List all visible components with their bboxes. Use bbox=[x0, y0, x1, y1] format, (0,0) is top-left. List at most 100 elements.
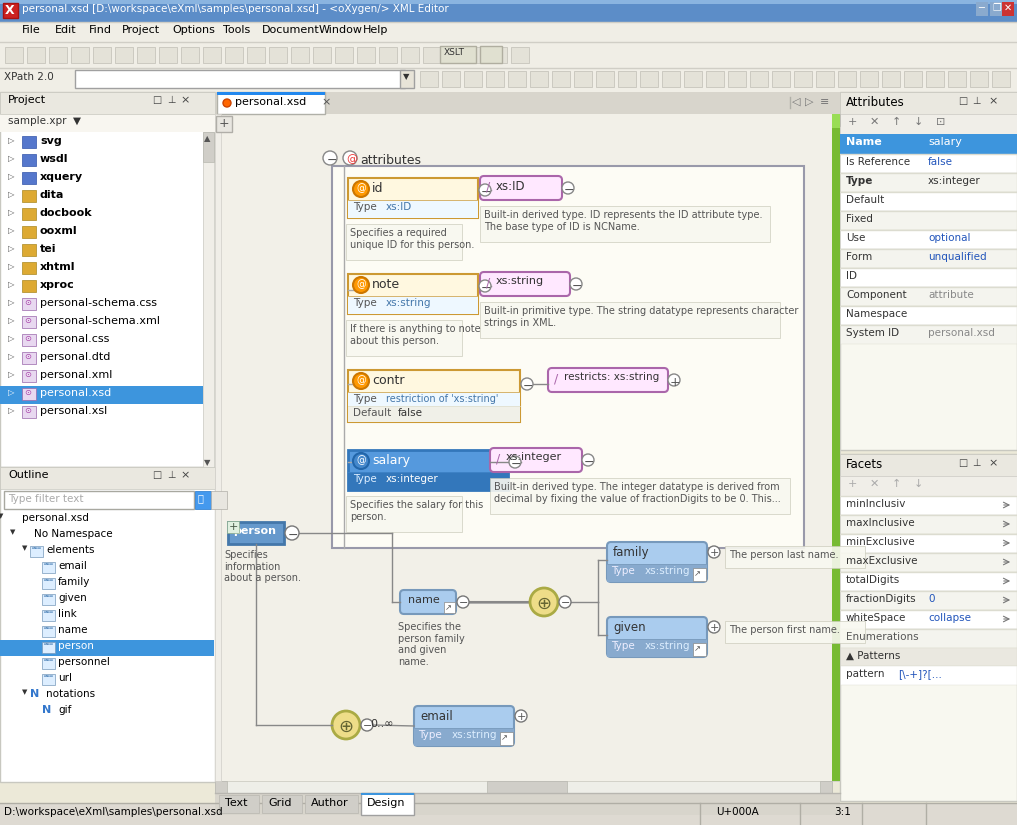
Bar bbox=[42, 610, 55, 621]
Bar bbox=[137, 47, 155, 63]
Text: D:\workspace\eXml\samples\personal.xsd: D:\workspace\eXml\samples\personal.xsd bbox=[4, 807, 223, 817]
Text: Type filter text: Type filter text bbox=[8, 494, 83, 504]
Bar bbox=[22, 172, 36, 184]
Text: Document: Document bbox=[261, 25, 319, 35]
Bar bbox=[706, 71, 724, 87]
Text: Help: Help bbox=[363, 25, 388, 35]
Bar bbox=[530, 71, 548, 87]
Text: Specifies a required
unique ID for this person.: Specifies a required unique ID for this … bbox=[350, 228, 474, 250]
FancyBboxPatch shape bbox=[480, 272, 570, 296]
Text: personnel: personnel bbox=[58, 657, 110, 667]
Bar bbox=[332, 166, 804, 548]
Text: ═══: ═══ bbox=[43, 658, 53, 663]
Text: ═══: ═══ bbox=[43, 562, 53, 567]
Text: +: + bbox=[710, 623, 719, 633]
Text: family: family bbox=[58, 577, 91, 587]
Text: The person last name.: The person last name. bbox=[729, 550, 838, 560]
Bar bbox=[0, 640, 214, 656]
Text: Type: Type bbox=[353, 298, 376, 308]
Circle shape bbox=[668, 374, 680, 386]
Text: ▷: ▷ bbox=[8, 334, 14, 343]
Text: Use: Use bbox=[846, 233, 865, 243]
Bar bbox=[357, 47, 375, 63]
Bar bbox=[348, 472, 508, 490]
Bar bbox=[227, 521, 239, 533]
Bar bbox=[423, 47, 441, 63]
Text: ooxml: ooxml bbox=[40, 226, 77, 236]
Text: @: @ bbox=[356, 279, 366, 289]
Text: Built-in primitive type. The string datatype represents character
strings in XML: Built-in primitive type. The string data… bbox=[484, 306, 798, 328]
Bar bbox=[976, 2, 988, 16]
Bar bbox=[159, 47, 177, 63]
Bar bbox=[379, 47, 397, 63]
Bar bbox=[0, 22, 1017, 42]
Text: +: + bbox=[848, 479, 857, 489]
Text: xhtml: xhtml bbox=[40, 262, 75, 272]
Text: xproc: xproc bbox=[40, 280, 75, 290]
Bar bbox=[840, 114, 1017, 134]
Bar bbox=[444, 602, 455, 613]
Bar bbox=[22, 136, 36, 148]
Bar bbox=[840, 496, 1017, 515]
Text: sample.xpr  ▼: sample.xpr ▼ bbox=[8, 116, 81, 126]
Text: +: + bbox=[517, 712, 527, 722]
Bar bbox=[882, 71, 900, 87]
Bar bbox=[400, 70, 414, 88]
Bar bbox=[42, 674, 55, 685]
Bar bbox=[840, 591, 1017, 610]
Text: ▼: ▼ bbox=[204, 458, 211, 467]
Bar bbox=[22, 406, 36, 418]
Text: personal.css: personal.css bbox=[40, 334, 110, 344]
Bar bbox=[840, 173, 1017, 192]
Bar bbox=[0, 467, 215, 782]
Text: ═══: ═══ bbox=[43, 674, 53, 679]
Bar bbox=[467, 47, 485, 63]
Text: personal.xsd: personal.xsd bbox=[40, 388, 111, 398]
Text: N: N bbox=[42, 705, 51, 715]
Bar bbox=[215, 114, 221, 781]
Bar bbox=[42, 594, 55, 605]
Circle shape bbox=[457, 596, 469, 608]
Circle shape bbox=[530, 588, 558, 616]
Text: Edit: Edit bbox=[55, 25, 77, 35]
Text: Design: Design bbox=[367, 798, 406, 808]
Bar bbox=[511, 47, 529, 63]
Text: svg: svg bbox=[40, 136, 62, 146]
Bar bbox=[832, 114, 840, 126]
Text: U+000A: U+000A bbox=[716, 807, 759, 817]
Bar bbox=[361, 793, 414, 795]
Text: □: □ bbox=[958, 458, 967, 468]
Text: /: / bbox=[496, 452, 500, 465]
Bar bbox=[840, 553, 1017, 572]
Bar bbox=[816, 71, 834, 87]
Bar bbox=[346, 320, 462, 356]
Text: maxExclusive: maxExclusive bbox=[846, 556, 917, 566]
Text: −: − bbox=[572, 280, 583, 293]
Bar bbox=[203, 132, 214, 162]
Text: ▷: ▷ bbox=[805, 97, 814, 107]
Bar bbox=[0, 68, 1017, 92]
Text: ⊥: ⊥ bbox=[167, 470, 176, 480]
Text: personal.xsd: personal.xsd bbox=[928, 328, 995, 338]
Text: email: email bbox=[420, 710, 453, 723]
Text: Namespace: Namespace bbox=[846, 309, 907, 319]
Text: attribute: attribute bbox=[928, 290, 973, 300]
Text: xs:ID: xs:ID bbox=[386, 202, 412, 212]
Bar bbox=[42, 658, 55, 669]
Bar bbox=[725, 621, 865, 643]
Text: Built-in derived type. ID represents the ID attribute type.
The base type of ID : Built-in derived type. ID represents the… bbox=[484, 210, 763, 232]
Text: ↓: ↓ bbox=[914, 117, 923, 127]
Bar bbox=[22, 226, 36, 238]
Circle shape bbox=[562, 182, 574, 194]
Bar bbox=[464, 71, 482, 87]
Text: +: + bbox=[229, 522, 238, 532]
Text: ▼: ▼ bbox=[22, 689, 27, 695]
Bar bbox=[860, 71, 878, 87]
Circle shape bbox=[515, 710, 527, 722]
Bar bbox=[401, 47, 419, 63]
Bar bbox=[22, 352, 36, 364]
Text: xs:string: xs:string bbox=[452, 730, 497, 740]
Text: Type: Type bbox=[846, 176, 874, 186]
Text: ═══: ═══ bbox=[43, 610, 53, 615]
Text: ⊙: ⊙ bbox=[24, 352, 31, 361]
